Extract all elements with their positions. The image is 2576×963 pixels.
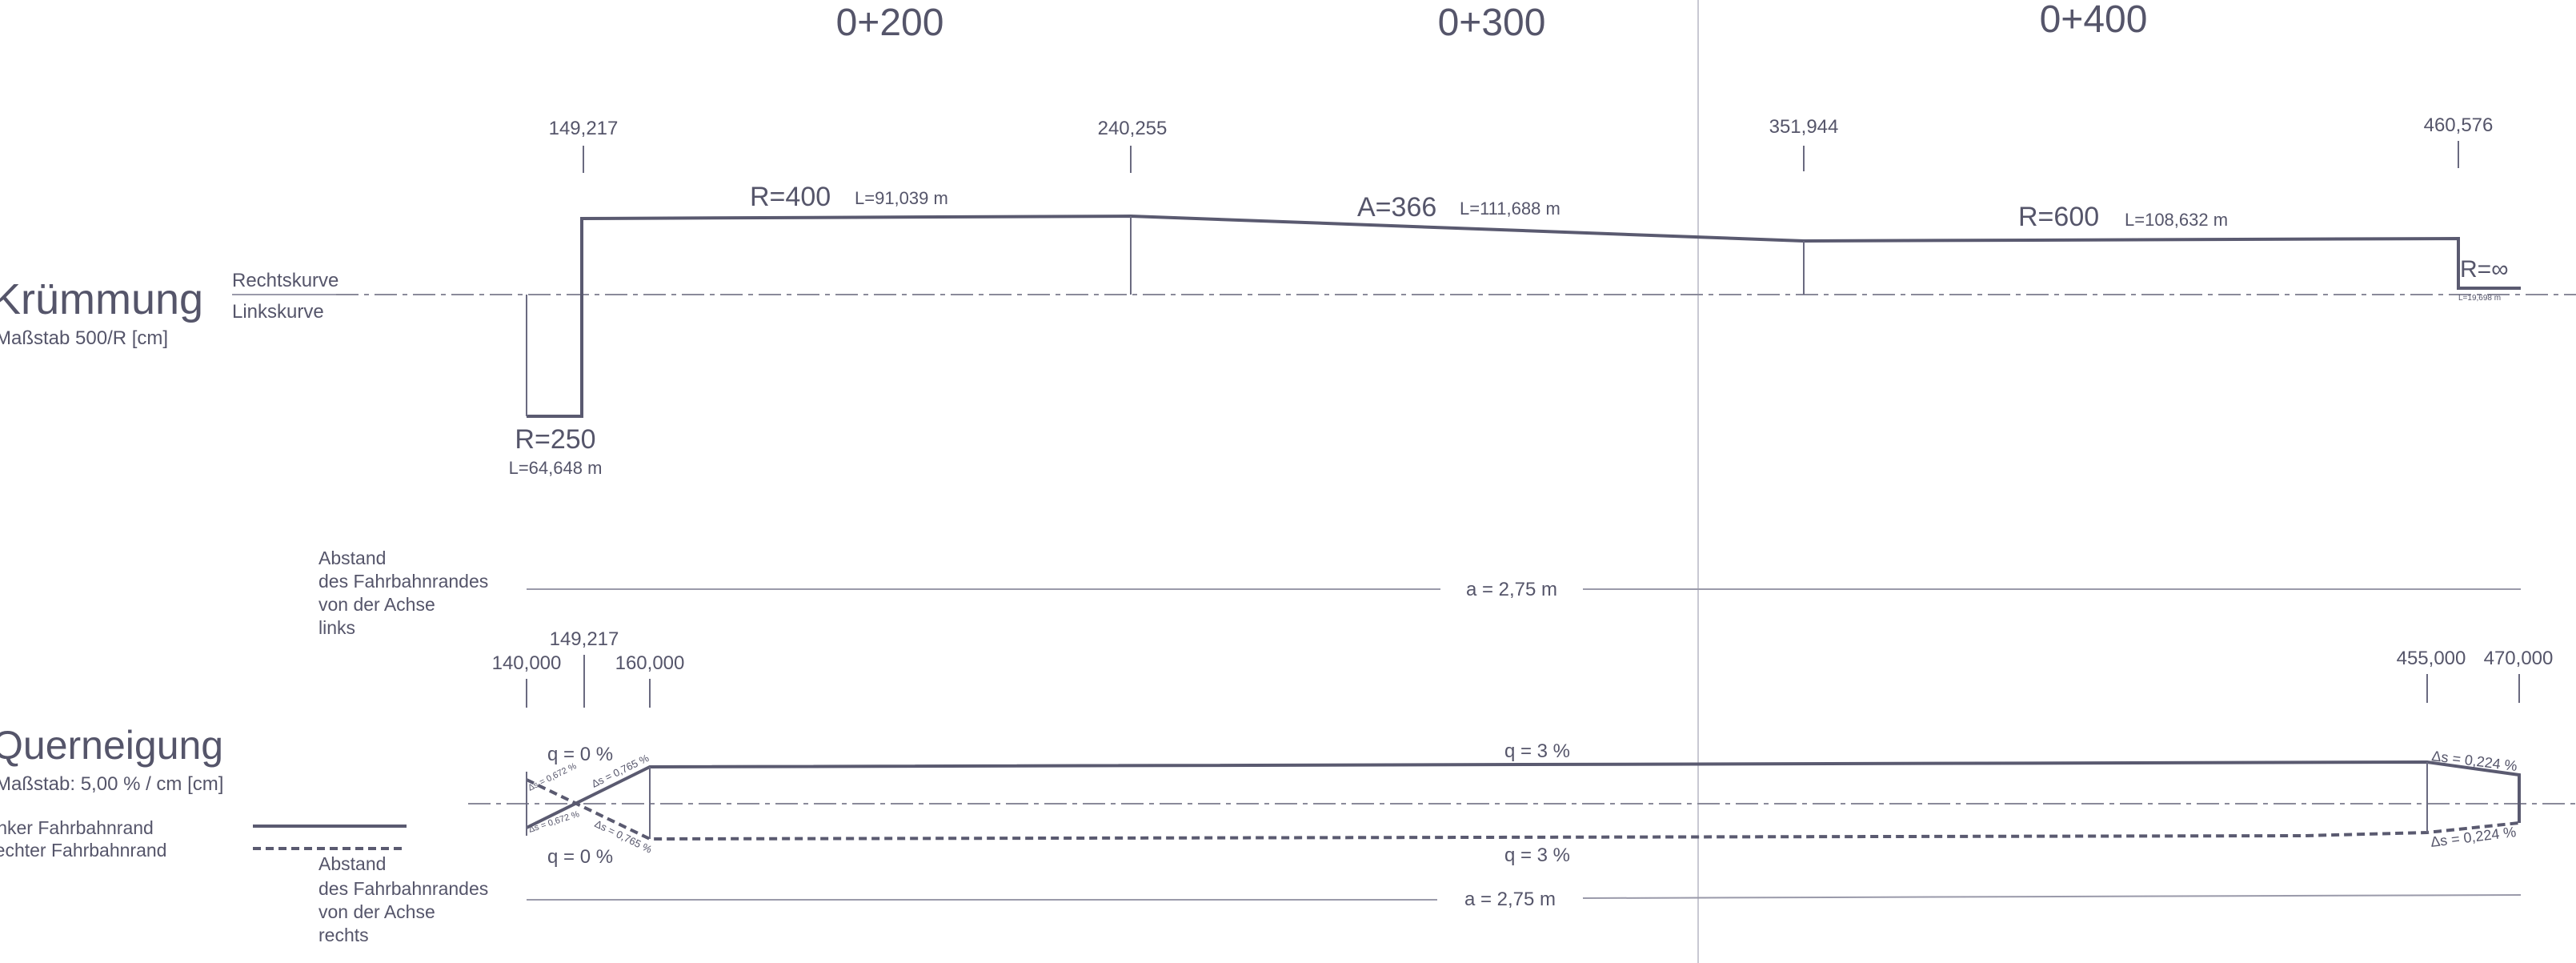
superelevation-title: Querneigung (0, 723, 223, 768)
curve-length-label: L=91,039 m (855, 188, 948, 208)
curvature-line (527, 214, 2521, 418)
left-curve-label: Linkskurve (232, 301, 324, 323)
left-edge-profile (526, 760, 2521, 829)
right-edge-label-line: von der Achse (318, 901, 435, 922)
curve-radius-label: R=400 (750, 182, 831, 212)
superelevation-band: Querneigung Maßstab: 5,00 % / cm [cm] li… (0, 628, 2576, 868)
legend-right-edge-label: rechter Fahrbahnrand (0, 840, 166, 861)
curvature-title: Krümmung (0, 275, 203, 323)
ramp-label: Δs = 0,672 % (527, 761, 579, 793)
superelevation-station-label: 455,000 (2397, 648, 2466, 669)
q-bottom-start-label: q = 0 % (547, 846, 613, 868)
curvature-station-label: 240,255 (1098, 118, 1168, 139)
right-edge-label-line: Abstand (318, 853, 386, 874)
left-edge-label-line: des Fahrbahnrandes (318, 571, 488, 592)
right-edge-band: Abstand des Fahrbahnrandes von der Achse… (318, 853, 2522, 945)
q-top-main-label: q = 3 % (1504, 740, 1570, 762)
q-bottom-main-label: q = 3 % (1504, 845, 1570, 866)
right-curve-label: Rechtskurve (232, 270, 339, 291)
right-edge-profile (526, 778, 2520, 841)
clothoid-parameter-label: A=366 (1357, 192, 1436, 223)
station-header-200: 0+200 (836, 2, 944, 44)
station-header-300: 0+300 (1438, 2, 1546, 44)
curve-length-label: L=19,698 m (2458, 294, 2501, 303)
curvature-station-label: 460,576 (2424, 114, 2494, 136)
curvature-station-label: 351,944 (1769, 116, 1839, 138)
legend-left-edge-label: linker Fahrbahnrand (0, 817, 154, 838)
left-edge-label-line: von der Achse (318, 594, 435, 615)
left-edge-label-line: Abstand (318, 548, 386, 568)
right-edge-distance: a = 2,75 m (1464, 889, 1556, 910)
curvature-scale: Maßstab 500/R [cm] (0, 327, 168, 349)
superelevation-station-label: 160,000 (615, 652, 685, 674)
superelevation-station-label: 470,000 (2484, 648, 2554, 669)
superelevation-station-label: 140,000 (492, 652, 562, 674)
left-edge-distance: a = 2,75 m (1466, 579, 1557, 600)
curve-length-label: L=64,648 m (509, 458, 603, 478)
curvature-band: Krümmung Maßstab 500/R [cm] Rechtskurve … (0, 114, 2576, 478)
curve-radius-label: R=600 (2018, 202, 2099, 232)
superelevation-scale: Maßstab: 5,00 % / cm [cm] (0, 773, 223, 795)
right-edge-line (1582, 894, 2522, 899)
left-edge-label-line: links (318, 617, 355, 638)
superelevation-station-label: 149,217 (550, 628, 619, 650)
station-header-400: 0+400 (2040, 0, 2148, 41)
curvature-station-label: 149,217 (549, 118, 619, 139)
right-edge-label-line: rechts (318, 925, 369, 945)
q-top-start-label: q = 0 % (547, 744, 613, 765)
curve-radius-label: R=∞ (2460, 256, 2509, 283)
clothoid-length-label: L=111,688 m (1460, 199, 1560, 219)
curve-length-label: L=108,632 m (2125, 210, 2228, 230)
curve-radius-label: R=250 (515, 424, 595, 455)
left-edge-band: Abstand des Fahrbahnrandes von der Achse… (318, 548, 2521, 638)
right-edge-label-line: des Fahrbahnrandes (318, 878, 488, 899)
